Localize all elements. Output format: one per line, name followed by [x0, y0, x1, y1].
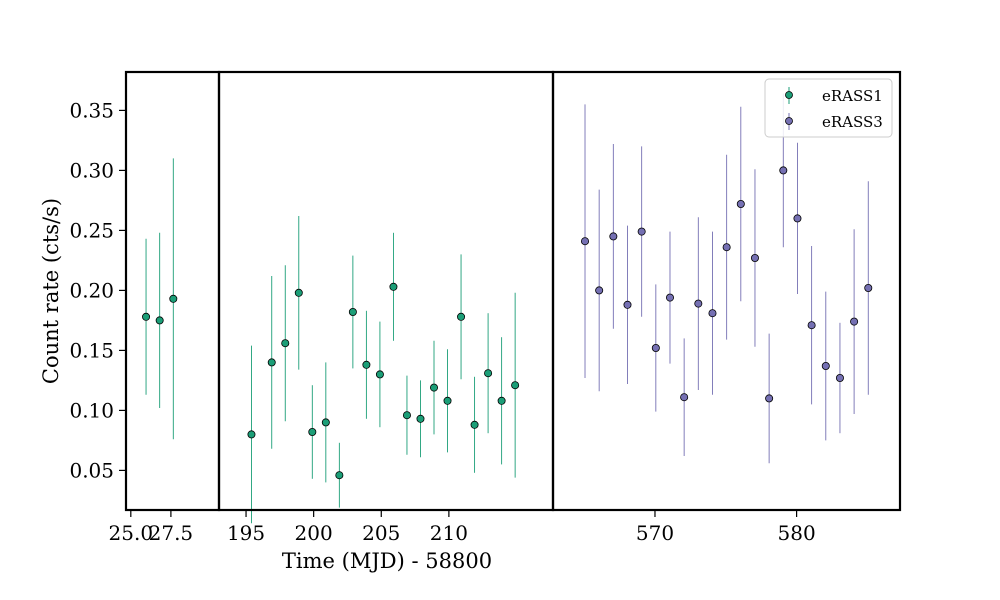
data-point [665, 293, 674, 302]
panel-frame [124, 70, 221, 512]
legend-erass1-label: eRASS1 [822, 87, 883, 105]
panel-frame [551, 70, 902, 512]
legend-erass3-label: eRASS3 [822, 113, 883, 131]
data-point [389, 282, 398, 291]
x-tick-label: 570 [636, 521, 674, 545]
data-point [623, 300, 632, 309]
y-tick-label: 0.25 [69, 218, 114, 242]
panel-frame [217, 70, 555, 512]
data-point [470, 420, 479, 429]
panel-frames [124, 70, 902, 512]
data-point [637, 227, 646, 236]
data-point [821, 361, 830, 370]
data-point [581, 237, 590, 246]
data-point [497, 396, 506, 405]
data-point [511, 381, 520, 390]
data-point [294, 288, 303, 297]
data-point [362, 360, 371, 369]
data-point [402, 411, 411, 420]
data-point [267, 358, 276, 367]
data-point [430, 383, 439, 392]
x-tick-label: 195 [227, 521, 265, 545]
data-point [169, 294, 178, 303]
data-point [750, 253, 759, 262]
data-point [142, 312, 151, 321]
data-point [457, 312, 466, 321]
y-tick-label: 0.35 [69, 98, 114, 122]
data-point [793, 214, 802, 223]
data-point [864, 283, 873, 292]
data-point [335, 471, 344, 480]
data-point [807, 321, 816, 330]
data-point [308, 427, 317, 436]
data-point [348, 307, 357, 316]
data-point [835, 373, 844, 382]
data-point [708, 309, 717, 318]
data-point [694, 299, 703, 308]
y-tick-label: 0.20 [69, 278, 114, 302]
data-point [443, 396, 452, 405]
x-axis-label: Time (MJD) - 58800 [282, 549, 492, 573]
y-tick-label: 0.05 [69, 458, 114, 482]
data-point [779, 166, 788, 175]
data-point [321, 418, 330, 427]
x-tick-label: 580 [778, 521, 816, 545]
y-axis-label: Count rate (cts/s) [39, 198, 63, 384]
data-point [765, 394, 774, 403]
x-tick-label: 27.5 [149, 521, 194, 545]
data-point [850, 317, 859, 326]
data-point [484, 369, 493, 378]
data-point [375, 370, 384, 379]
data-point [651, 343, 660, 352]
legend-frame [764, 78, 893, 138]
legend-erass1-marker [785, 91, 793, 99]
data-point [722, 243, 731, 252]
y-tick-label: 0.15 [69, 338, 114, 362]
x-tick-label: 205 [362, 521, 400, 545]
data-point [281, 339, 290, 348]
data-point [680, 393, 689, 402]
axis-ticks: 0.05 0.10 0.15 0.20 0.25 0.30 0.35 25.027.5 195 2… [69, 98, 815, 545]
legend: eRASS1 eRASS3 [764, 78, 893, 138]
x-tick-label: 25.0 [109, 521, 154, 545]
legend-erass3-marker [785, 117, 793, 125]
data-point [609, 232, 618, 241]
data-marks [142, 93, 873, 524]
data-point [736, 199, 745, 208]
data-point [247, 430, 256, 439]
data-point [416, 414, 425, 423]
x-tick-label: 200 [295, 521, 333, 545]
data-point [155, 316, 164, 325]
y-tick-label: 0.10 [69, 398, 114, 422]
y-tick-label: 0.30 [69, 158, 114, 182]
data-point [595, 286, 604, 295]
x-tick-label: 210 [430, 521, 468, 545]
